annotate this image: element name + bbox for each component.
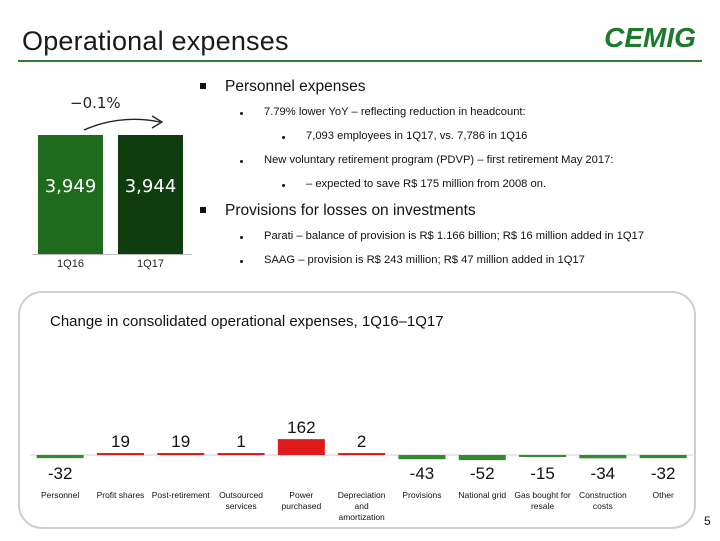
bar-power-purchased [277, 439, 325, 455]
sub-sub-bullet-text: 7,093 employees in 1Q17, vs. 7,786 in 1Q… [306, 130, 528, 142]
data-label-other: -32 [651, 464, 676, 483]
data-label-provisions: -43 [410, 464, 435, 483]
data-label-depreciation-and-amortization: 2 [357, 432, 366, 451]
sub-sub-bullet-text: – expected to save R$ 175 million from 2… [306, 178, 547, 190]
chart-title: Change in consolidated operational expen… [50, 313, 444, 330]
data-label-power-purchased: 162 [287, 418, 315, 437]
category-label-other: Other [653, 490, 674, 500]
category-1q16: 1Q16 [57, 258, 84, 270]
bar-profit-shares [96, 453, 144, 455]
bar-gas-bought-for-resale [519, 455, 567, 457]
category-label-profit-shares: Profit shares [97, 490, 145, 500]
bar-national-grid [458, 455, 506, 461]
data-label-gas-bought-for-resale: -15 [530, 464, 555, 483]
category-label-provisions: Provisions [402, 490, 441, 500]
sub-bullet-text: New voluntary retirement program (PDVP) … [264, 154, 614, 166]
bar-post-retirement [157, 453, 205, 455]
dot-bullet-icon [282, 184, 285, 187]
slide-title: Operational expenses [22, 26, 289, 56]
bar-other [639, 455, 687, 459]
square-bullet-icon [200, 207, 206, 213]
data-label-profit-shares: 19 [111, 432, 130, 451]
axis-baseline [32, 254, 192, 255]
data-label-construction-costs: -34 [591, 464, 616, 483]
category-label-depreciation-and-amortization: Depreciation and amortization [338, 490, 386, 522]
dot-bullet-icon [240, 260, 243, 263]
cemig-logo: CEMIG [604, 22, 696, 53]
page-number: 5 [704, 514, 711, 528]
bar-1q17 [118, 135, 183, 254]
category-label-national-grid: National grid [458, 490, 506, 500]
bar-1q16 [38, 135, 103, 254]
bar-personnel [36, 455, 84, 459]
category-1q17: 1Q17 [137, 258, 164, 270]
sub-bullet-text: 7.79% lower YoY – reflecting reduction i… [264, 106, 526, 118]
bar-outsourced-services [217, 453, 265, 455]
data-label-national-grid: -52 [470, 464, 495, 483]
category-label-outsourced-services: Outsourced services [219, 490, 263, 511]
data-label-post-retirement: 19 [171, 432, 190, 451]
sub-bullet-text: Parati – balance of provision is R$ 1.16… [264, 230, 644, 242]
data-label-outsourced-services: 1 [236, 432, 245, 451]
bullet-heading: Provisions for losses on investments [225, 202, 476, 219]
data-label-personnel: -32 [48, 464, 73, 483]
headline-bar-chart: −0.1% 3,949 3,944 1Q16 1Q17 [20, 80, 200, 275]
change-chart-panel: Change in consolidated operational expen… [18, 291, 696, 529]
category-label-construction-costs: Construction costs [579, 490, 627, 511]
category-label-personnel: Personnel [41, 490, 79, 500]
category-label-post-retirement: Post-retirement [152, 490, 211, 500]
bullet-heading: Personnel expenses [225, 78, 366, 95]
trend-arrow-icon [83, 115, 164, 131]
bar-construction-costs [579, 455, 627, 459]
title-divider [18, 60, 702, 62]
category-label-power-purchased: Power purchased [281, 490, 321, 511]
value-1q16: 3,949 [44, 176, 97, 197]
svg-text:CEMIG: CEMIG [604, 22, 696, 53]
dot-bullet-icon [282, 136, 285, 139]
value-1q17: 3,944 [124, 176, 177, 197]
change-bar-chart: -32 Personnel 19 Profit shares 19 Post-retire… [30, 418, 694, 522]
dot-bullet-icon [240, 112, 243, 115]
sub-bullet-text: SAAG – provision is R$ 243 million; R$ 4… [264, 254, 585, 266]
dot-bullet-icon [240, 160, 243, 163]
dot-bullet-icon [240, 236, 243, 239]
bar-depreciation-and-amortization [338, 453, 386, 455]
category-label-gas-bought-for-resale: Gas bought for resale [514, 490, 570, 511]
bar-provisions [398, 455, 446, 460]
square-bullet-icon [200, 83, 206, 89]
change-label: −0.1% [70, 94, 121, 112]
